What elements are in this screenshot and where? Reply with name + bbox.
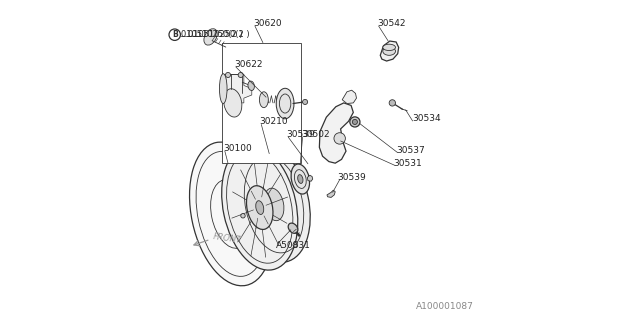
Circle shape [225, 72, 230, 77]
Circle shape [169, 29, 180, 40]
Polygon shape [342, 90, 356, 104]
Ellipse shape [383, 44, 396, 51]
Text: 30620: 30620 [253, 19, 282, 28]
Circle shape [293, 243, 298, 247]
Text: 30100: 30100 [223, 144, 252, 153]
Text: 30502: 30502 [301, 130, 330, 139]
Polygon shape [221, 43, 301, 163]
Circle shape [389, 100, 396, 106]
Text: 30537: 30537 [396, 146, 425, 155]
Text: 30539: 30539 [337, 173, 366, 182]
Ellipse shape [288, 223, 298, 233]
Circle shape [334, 133, 346, 144]
Polygon shape [380, 41, 399, 61]
Ellipse shape [221, 145, 298, 270]
Polygon shape [319, 103, 353, 163]
Text: A50831: A50831 [276, 241, 310, 250]
Text: FRONT: FRONT [212, 232, 243, 245]
Ellipse shape [189, 142, 273, 286]
Ellipse shape [246, 186, 273, 229]
Circle shape [350, 117, 360, 127]
Text: 010510250(2 ): 010510250(2 ) [181, 30, 243, 39]
Circle shape [282, 150, 286, 155]
Text: 30531: 30531 [393, 159, 422, 168]
Text: 30210: 30210 [260, 117, 289, 126]
Text: 30542: 30542 [377, 19, 406, 28]
Text: 30539: 30539 [287, 130, 316, 139]
Ellipse shape [383, 47, 396, 55]
Ellipse shape [248, 81, 254, 91]
Ellipse shape [223, 89, 242, 117]
Ellipse shape [204, 29, 217, 45]
Ellipse shape [256, 201, 264, 214]
Ellipse shape [291, 164, 310, 194]
Ellipse shape [259, 92, 268, 108]
Ellipse shape [225, 202, 238, 226]
Circle shape [238, 72, 243, 77]
Polygon shape [327, 190, 335, 197]
Ellipse shape [298, 175, 303, 183]
Polygon shape [307, 175, 313, 181]
Text: B: B [172, 30, 177, 39]
Text: 010510250(2 ): 010510250(2 ) [188, 30, 250, 39]
Circle shape [353, 119, 357, 124]
Ellipse shape [264, 188, 284, 221]
Text: 30534: 30534 [412, 114, 440, 123]
Text: A100001087: A100001087 [416, 302, 474, 311]
Ellipse shape [237, 147, 310, 262]
Circle shape [303, 100, 308, 105]
Text: 30622: 30622 [234, 60, 263, 69]
Ellipse shape [276, 88, 294, 119]
Polygon shape [223, 74, 252, 103]
Circle shape [241, 213, 245, 218]
Ellipse shape [220, 74, 227, 104]
